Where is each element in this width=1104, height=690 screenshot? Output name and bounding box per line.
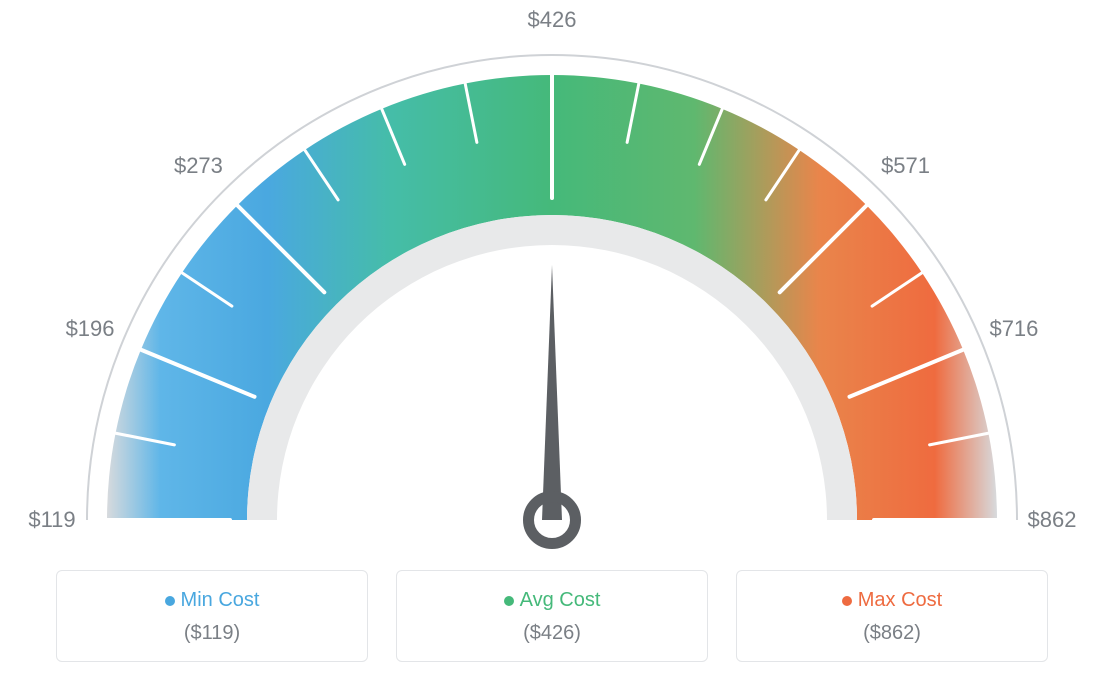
legend-title-max: Max Cost [737,589,1047,612]
legend-title-max-text: Max Cost [858,589,942,611]
legend-card-max: Max Cost ($862) [736,570,1048,662]
legend-value-max: ($862) [737,622,1047,645]
legend-card-avg: Avg Cost ($426) [396,570,708,662]
gauge-tick-label: $273 [174,153,223,179]
legend-card-min: Min Cost ($119) [56,570,368,662]
legend-title-min-text: Min Cost [181,589,260,611]
gauge-tick-label: $716 [989,316,1038,342]
gauge-svg [0,0,1104,560]
legend-dot-max [842,596,852,606]
gauge-tick-label: $196 [66,316,115,342]
gauge-chart: $119 $196 $273 $426 $571 $716 $862 [0,0,1104,560]
legend-title-avg: Avg Cost [397,589,707,612]
gauge-tick-label: $426 [528,7,577,33]
gauge-tick-label: $862 [1028,507,1077,533]
gauge-tick-label: $571 [881,153,930,179]
legend-title-min: Min Cost [57,589,367,612]
gauge-tick-label: $119 [28,507,75,533]
legend-row: Min Cost ($119) Avg Cost ($426) Max Cost… [0,560,1104,662]
legend-dot-min [165,596,175,606]
legend-dot-avg [504,596,514,606]
legend-value-min: ($119) [57,622,367,645]
legend-value-avg: ($426) [397,622,707,645]
legend-title-avg-text: Avg Cost [520,589,601,611]
